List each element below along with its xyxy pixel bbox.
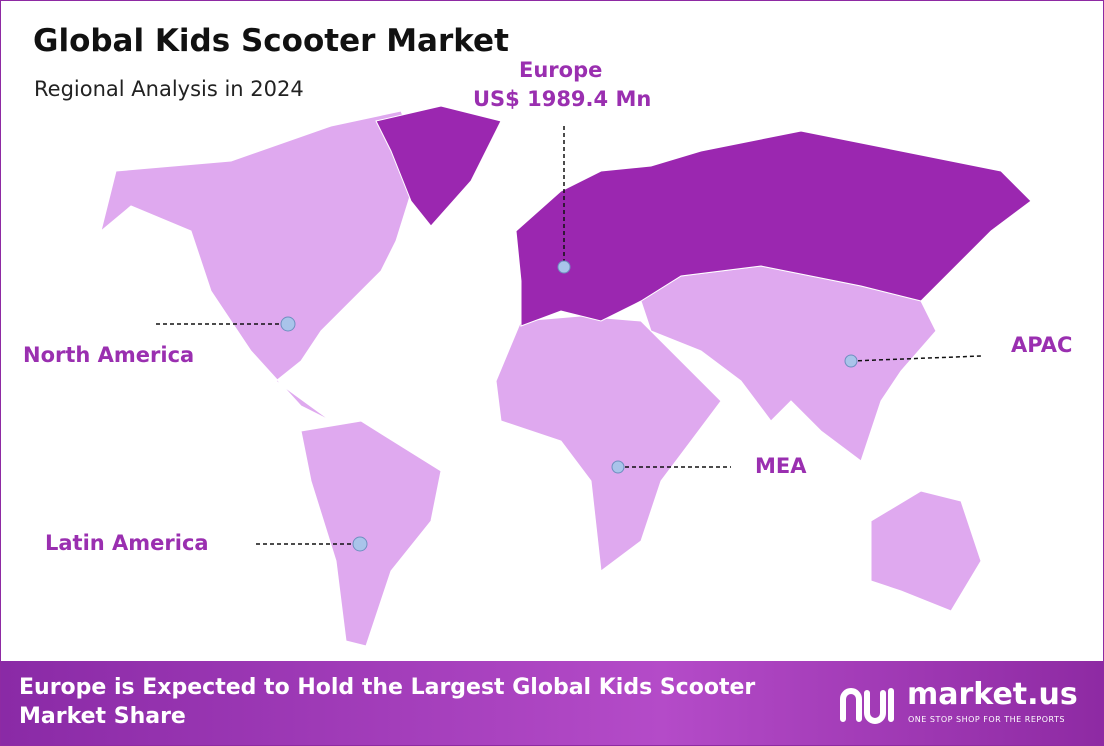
brand: market.us — [907, 677, 1078, 712]
footer: Europe is Expected to Hold the Largest G… — [1, 661, 1103, 745]
world-map — [100, 105, 1032, 647]
region-value: US$ 1989.4 Mn — [473, 87, 652, 111]
region-marker — [280, 316, 296, 332]
region-label: APAC — [1011, 333, 1073, 357]
region-marker — [557, 260, 571, 274]
region-marker — [844, 354, 858, 368]
footer-text: Europe is Expected to Hold the Largest G… — [19, 675, 756, 729]
south-america — [300, 420, 442, 647]
north-america — [100, 110, 422, 422]
region-label: MEA — [755, 454, 807, 478]
tagline: ONE STOP SHOP FOR THE REPORTS — [908, 715, 1065, 724]
logo-icon — [840, 688, 894, 724]
region-marker — [352, 536, 368, 552]
australia — [870, 490, 982, 612]
subtitle: Regional Analysis in 2024 — [34, 77, 304, 101]
region-label: Europe — [519, 58, 603, 82]
europe — [515, 130, 1032, 327]
region-marker — [611, 460, 625, 474]
title: Global Kids Scooter Market — [33, 23, 509, 59]
leader-line — [850, 355, 982, 362]
africa — [495, 315, 722, 572]
region-label: North America — [23, 343, 195, 367]
greenland — [375, 105, 502, 227]
region-label: Latin America — [45, 531, 209, 555]
